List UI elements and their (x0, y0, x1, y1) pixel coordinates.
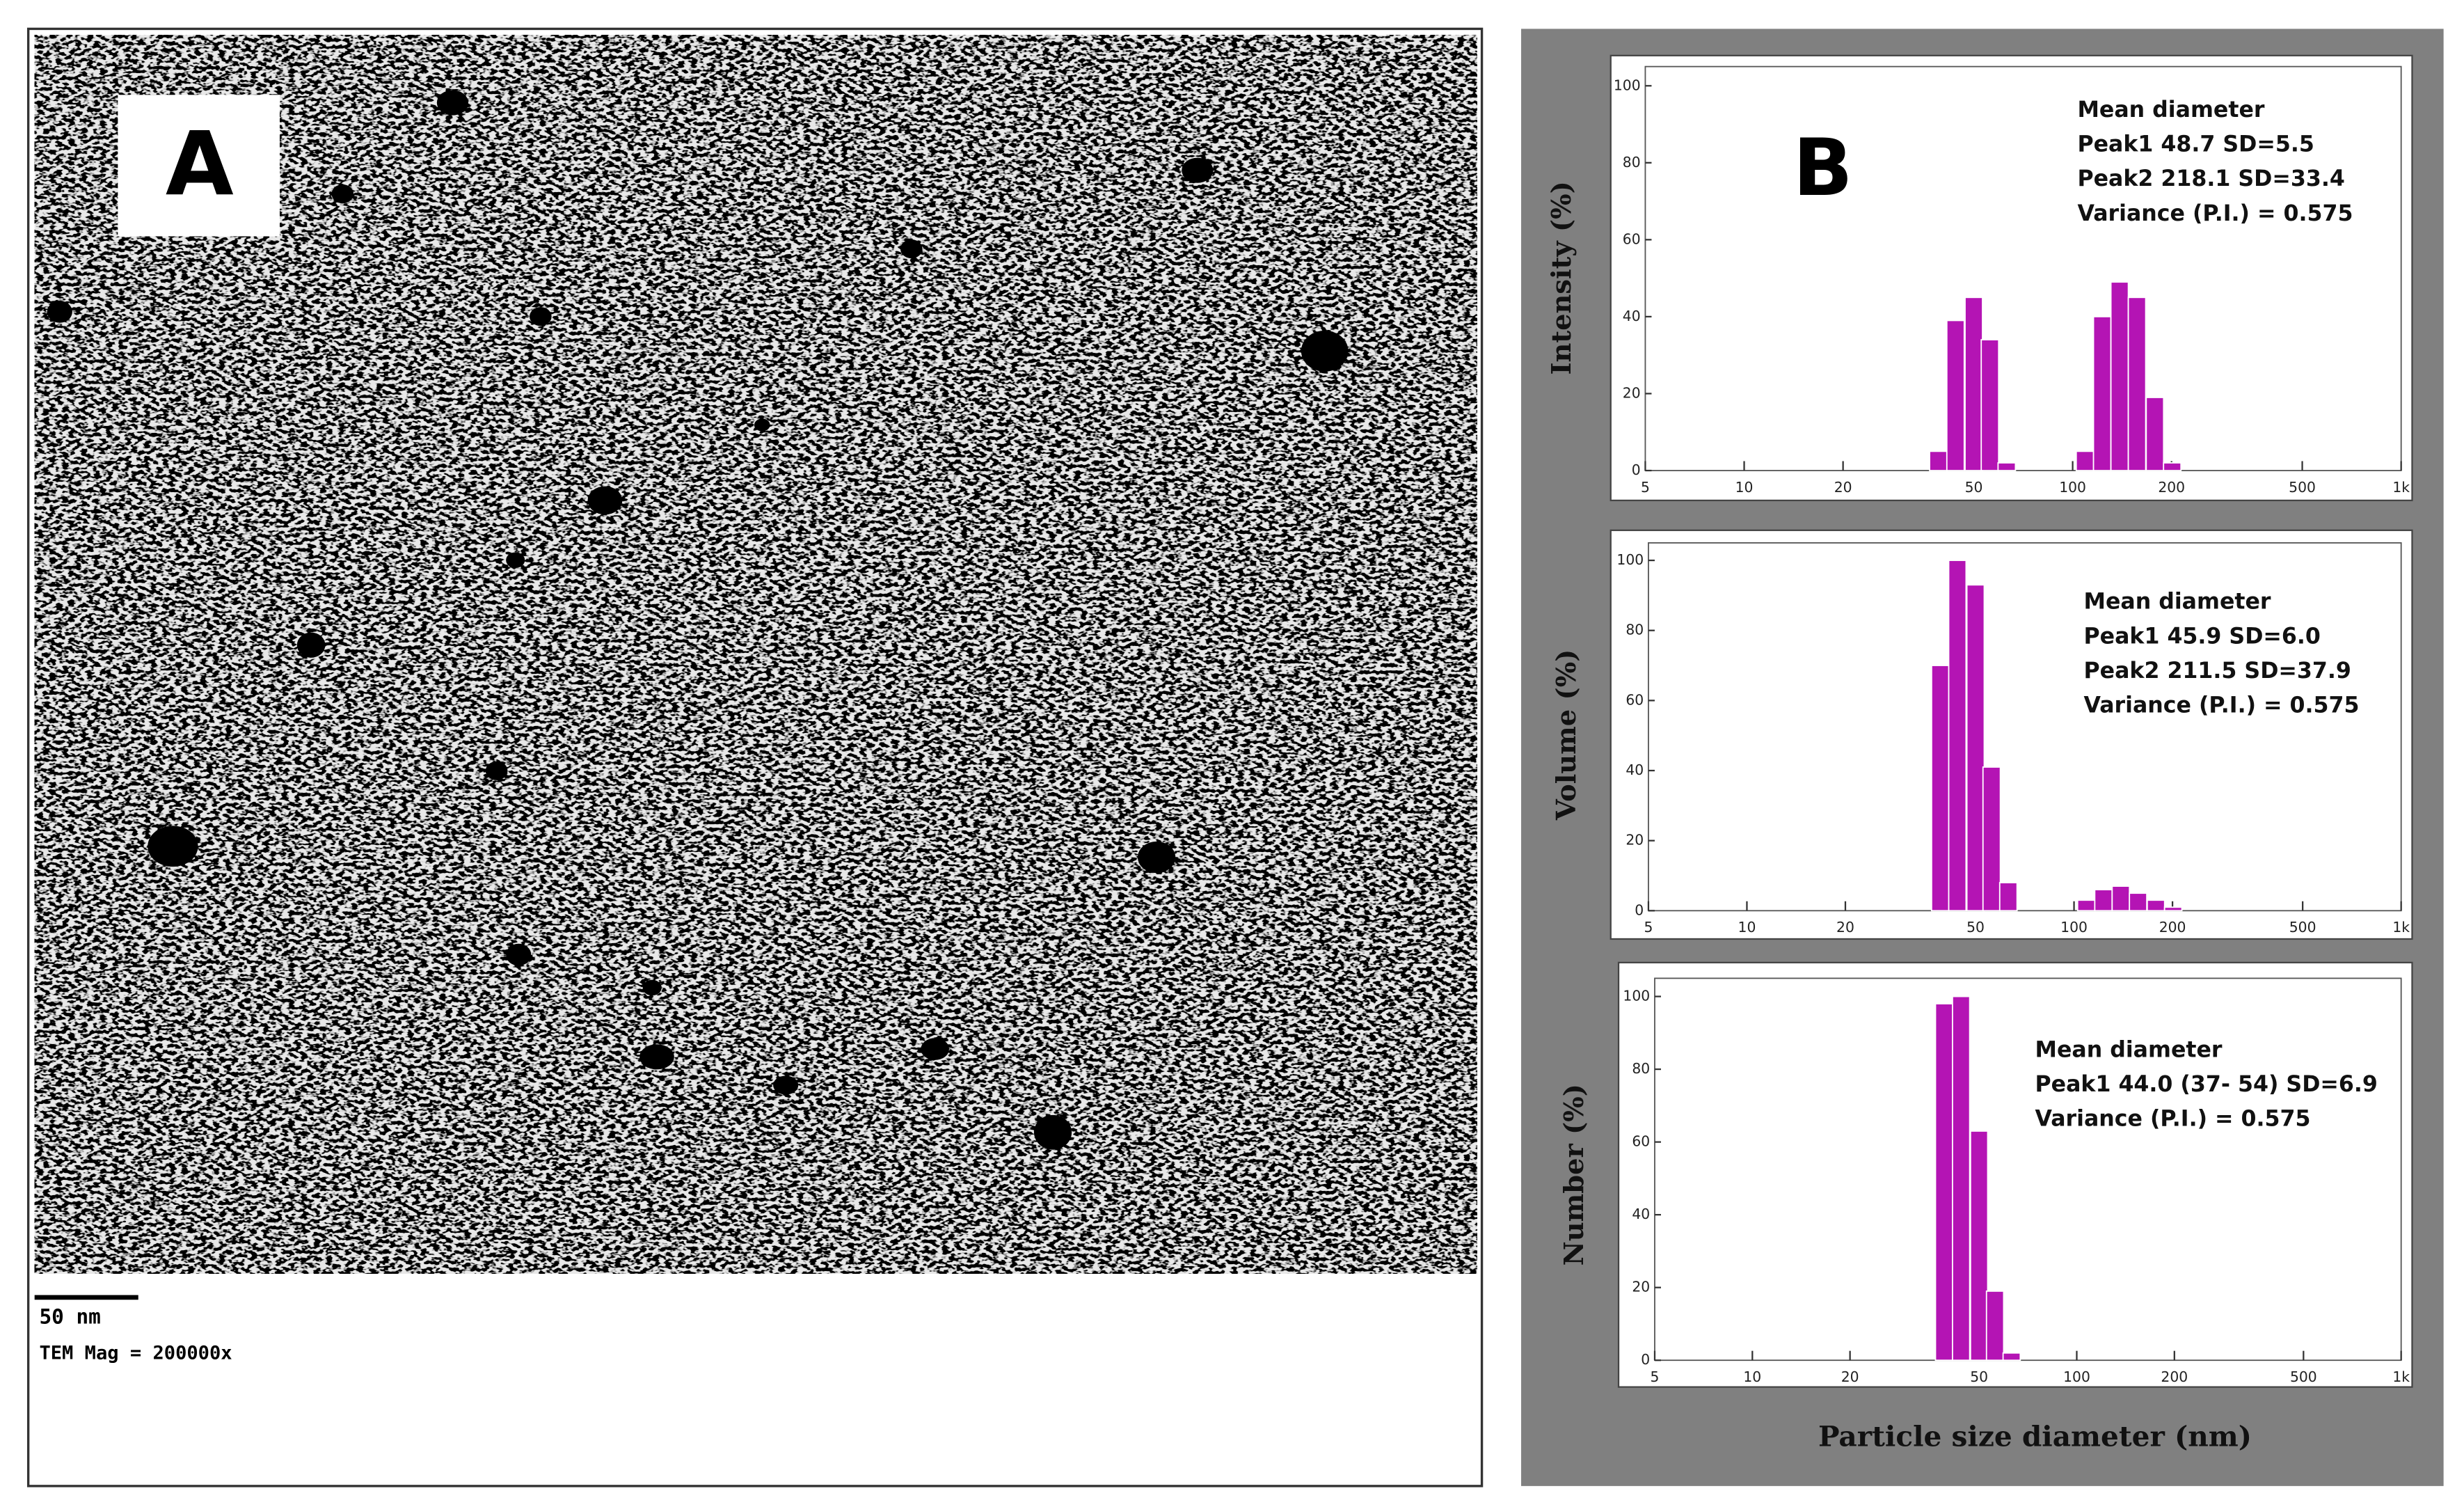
annotation: Variance (P.I.) = 0.575 (2083, 693, 2359, 718)
chart-frame (1609, 529, 2413, 940)
chart-frame (1617, 961, 2413, 1388)
x-tick-label: 200 (2161, 1368, 2188, 1385)
bar (1997, 462, 2017, 471)
x-tick-label: 50 (1970, 1368, 1988, 1385)
plot-area (1648, 542, 2402, 912)
x-tick-label: 200 (2159, 919, 2186, 936)
x-tick-label: 5 (1644, 919, 1653, 936)
y-tick-label: 100 (1616, 551, 1644, 568)
annotation: Peak2 211.5 SD=37.9 (2083, 658, 2351, 684)
bar (1952, 995, 1971, 1362)
y-tick-label: 0 (1635, 901, 1644, 918)
bar (1930, 665, 1950, 912)
y-axis-label: Volume (%) (1551, 649, 1582, 821)
x-tick-label: 5 (1651, 1368, 1660, 1385)
x-tick-label: 10 (1738, 919, 1756, 936)
bar (2129, 892, 2148, 912)
annotation: Mean diameter (2083, 590, 2271, 615)
x-tick-label: 500 (2289, 479, 2316, 496)
y-tick-label: 80 (1632, 1060, 1650, 1077)
x-tick-label: 100 (2059, 479, 2086, 496)
bar (2094, 889, 2113, 912)
x-tick-label: 5 (1641, 479, 1650, 496)
scale-bar-label: 50 nm (39, 1305, 100, 1329)
annotation: Peak1 44.0 (37- 54) SD=6.9 (2035, 1072, 2377, 1097)
annotation: Peak1 45.9 SD=6.0 (2083, 624, 2320, 649)
bar (2145, 397, 2165, 471)
y-tick-label: 80 (1626, 622, 1644, 638)
bar (2076, 899, 2096, 912)
bar (2146, 899, 2165, 912)
y-tick-label: 20 (1623, 384, 1641, 401)
bar (1982, 766, 2001, 912)
x-tick-label: 50 (1966, 919, 1985, 936)
x-tick-label: 1k (2392, 919, 2410, 936)
bar (1998, 882, 2018, 912)
annotation: Variance (P.I.) = 0.575 (2035, 1107, 2310, 1132)
bar (1964, 297, 1983, 471)
y-tick-label: 40 (1632, 1206, 1650, 1222)
panel-a-label: A (166, 113, 234, 215)
x-tick-label: 20 (1836, 919, 1854, 936)
bar (1934, 1003, 1954, 1362)
x-tick-label: 500 (2289, 919, 2316, 936)
bar (2163, 462, 2182, 471)
x-tick-label: 1k (2392, 479, 2410, 496)
bar (1946, 319, 1965, 471)
particles (47, 90, 1349, 1150)
y-tick-label: 60 (1626, 691, 1644, 708)
y-tick-label: 60 (1623, 230, 1641, 247)
y-tick-label: 20 (1632, 1279, 1650, 1295)
bar (2111, 885, 2131, 912)
y-axis-label: Intensity (%) (1546, 181, 1577, 374)
x-tick-label: 20 (1834, 479, 1852, 496)
label-box (118, 95, 280, 237)
x-axis-label: Particle size diameter (nm) (1818, 1420, 2252, 1453)
annotation: Variance (P.I.) = 0.575 (2077, 201, 2353, 226)
chart-frame (1609, 54, 2413, 502)
y-tick-label: 100 (1614, 77, 1641, 93)
x-tick-label: 20 (1841, 1368, 1859, 1385)
panel-b-label: B (1793, 122, 1853, 214)
y-tick-label: 80 (1623, 154, 1641, 171)
bar (2092, 316, 2112, 471)
x-tick-label: 10 (1743, 1368, 1761, 1385)
x-tick-label: 500 (2290, 1368, 2317, 1385)
annotation: Mean diameter (2035, 1037, 2222, 1062)
y-tick-label: 20 (1626, 832, 1644, 849)
bar (2127, 297, 2147, 471)
x-tick-label: 1k (2392, 1368, 2410, 1385)
bar (1985, 1290, 2005, 1362)
y-tick-label: 60 (1632, 1133, 1650, 1150)
bar (1929, 450, 1948, 471)
bar (1980, 339, 2000, 471)
x-tick-label: 100 (2060, 919, 2088, 936)
tem-image (34, 35, 1477, 1274)
x-tick-label: 100 (2063, 1368, 2090, 1385)
bar (1966, 584, 1985, 912)
annotation: Mean diameter (2077, 97, 2264, 123)
magnification: TEM Mag = 200000x (39, 1343, 232, 1364)
y-tick-label: 100 (1623, 988, 1650, 1004)
annotation: Peak1 48.7 SD=5.5 (2077, 132, 2314, 157)
x-tick-label: 200 (2158, 479, 2185, 496)
plot-area (1654, 977, 2402, 1362)
y-tick-label: 40 (1626, 762, 1644, 778)
bar (2075, 450, 2095, 471)
y-tick-label: 0 (1632, 461, 1641, 478)
x-tick-label: 10 (1735, 479, 1754, 496)
x-tick-label: 50 (1965, 479, 1983, 496)
bar (1969, 1130, 1989, 1362)
y-tick-label: 0 (1641, 1351, 1650, 1368)
bar (2163, 906, 2183, 912)
bar (2110, 281, 2129, 471)
bar (2002, 1352, 2021, 1362)
bar (1948, 560, 1967, 912)
y-tick-label: 40 (1623, 308, 1641, 324)
annotation: Peak2 218.1 SD=33.4 (2077, 166, 2344, 191)
y-axis-label: Number (%) (1559, 1084, 1590, 1265)
plot-area (1644, 65, 2402, 471)
